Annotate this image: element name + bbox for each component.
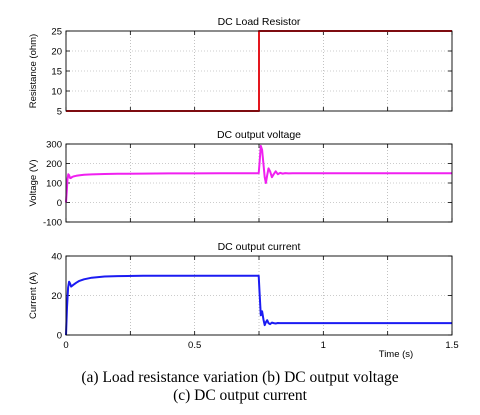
- voltage-panel: -100 0 100 200 300 DC output voltage Voltage (…: [28, 129, 453, 229]
- resistance-panel: 5 10 15 20 25 DC Load Resistor Resistance (ohm…: [28, 16, 453, 118]
- resistance-ytick-label: 15: [51, 67, 62, 78]
- caption-line-2: (c) DC output current: [173, 387, 307, 404]
- current-ytick-label: 20: [51, 291, 62, 302]
- current-xtick-label: 1: [321, 340, 326, 351]
- voltage-series-line: [65, 144, 452, 203]
- voltage-ytick-label: -100: [43, 218, 62, 229]
- current-ylabel: Current (A): [28, 272, 39, 319]
- current-xtick-label: 0: [63, 340, 68, 351]
- resistance-ytick-label: 20: [51, 47, 62, 58]
- resistance-ytick-label: 5: [57, 107, 62, 118]
- current-ytick-label: 40: [51, 252, 62, 263]
- voltage-chart-title: DC output voltage: [217, 129, 301, 141]
- current-panel: 0 20 40 0 0.5 1 1.5 DC output current Current (A…: [28, 241, 459, 360]
- current-ytick-label: 0: [57, 331, 62, 342]
- caption-line-1: (a) Load resistance variation (b) DC out…: [81, 369, 399, 386]
- voltage-ytick-label: 300: [46, 140, 62, 151]
- resistance-chart-title: DC Load Resistor: [218, 16, 301, 28]
- current-axes-frame: [65, 255, 453, 336]
- voltage-ytick-label: 100: [46, 179, 62, 190]
- resistance-ytick-label: 25: [51, 27, 62, 38]
- resistance-ytick-label: 10: [51, 87, 62, 98]
- current-xtick-label: 0.5: [188, 340, 201, 351]
- current-series-line: [65, 274, 452, 336]
- current-xlabel: Time (s): [379, 349, 413, 360]
- resistance-axes-frame: [65, 30, 453, 112]
- voltage-ytick-label: 0: [57, 198, 62, 209]
- resistance-ylabel: Resistance (ohm): [28, 34, 39, 108]
- voltage-axes-frame: [65, 143, 453, 223]
- voltage-ylabel: Voltage (V): [28, 160, 39, 207]
- current-chart-title: DC output current: [218, 241, 301, 253]
- voltage-ytick-label: 200: [46, 159, 62, 170]
- current-xtick-label: 1.5: [445, 340, 458, 351]
